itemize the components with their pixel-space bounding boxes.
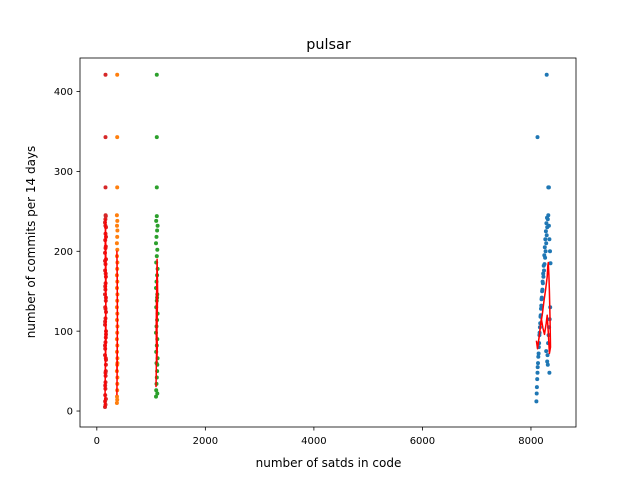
data-point [544,241,549,246]
data-point [539,297,544,302]
data-point [534,399,539,404]
y-tick-label: 300 [54,167,73,178]
data-point [115,234,120,239]
data-point [545,215,549,220]
data-point [536,361,540,366]
data-point [545,359,550,364]
data-point [114,213,119,218]
y-tick-label: 100 [54,327,73,338]
plot-frame [79,57,577,428]
data-point [542,253,547,258]
x-tick-label: 4000 [301,436,326,447]
x-tick-label: 0 [94,436,100,447]
data-point [542,268,546,273]
data-point [154,388,159,393]
data-point [548,249,552,254]
x-tick-label: 6000 [410,436,435,447]
data-point [115,228,120,233]
chart-title: pulsar [306,37,351,53]
data-point [535,135,540,140]
data-point [154,394,158,399]
data-point [534,391,539,396]
data-point [540,289,545,294]
plot-marks [103,72,553,409]
data-point [544,221,549,226]
data-point [115,394,119,399]
data-point [543,229,548,234]
data-point [535,377,540,382]
data-point [103,72,108,77]
data-point [115,247,120,252]
data-point [542,245,547,250]
trend-line-5 [116,250,119,396]
data-point [539,303,544,308]
axes-group: 0 2000 4000 6000 8000 0 100 200 300 400 [54,57,577,447]
data-point [541,263,546,268]
data-point [540,279,545,284]
y-tick-label: 200 [54,247,73,258]
data-point [115,223,119,228]
data-point [154,135,159,140]
data-point [543,249,548,254]
data-point [154,241,158,246]
data-point [543,237,548,242]
data-point [546,185,551,190]
data-point [154,234,159,239]
data-point [154,72,159,77]
data-point [115,135,120,140]
data-point [103,135,108,140]
y-tick-label: 400 [54,87,73,98]
data-point [545,353,550,358]
data-point [536,354,541,359]
data-point [534,385,539,390]
data-point [155,223,160,228]
data-point [544,72,549,77]
y-tick-label: 0 [67,407,73,418]
x-tick-label: 8000 [518,436,543,447]
x-tick-label: 2000 [193,436,218,447]
data-point [544,349,549,354]
y-axis-label: number of commits per 14 days [24,146,38,339]
data-point [155,391,160,396]
trend-line-4 [104,218,107,408]
data-point [544,233,549,238]
data-point [547,237,552,242]
data-point [115,397,120,402]
data-point [154,185,159,190]
x-axis-label: number of satds in code [256,456,402,470]
data-point [539,306,543,311]
data-point [103,185,108,190]
data-point [155,228,160,233]
data-point [103,214,108,219]
data-point [154,214,159,219]
data-point [547,370,552,375]
data-point [115,185,120,190]
data-point [541,271,546,276]
data-point [154,218,159,223]
data-point [115,218,120,223]
data-point [548,261,553,266]
data-point [545,362,550,367]
data-point [154,254,159,259]
data-point [114,401,119,405]
data-point [536,351,541,356]
data-point [535,365,540,370]
trend-line-7 [535,261,552,355]
data-point [535,370,540,375]
data-point [114,241,119,246]
data-point [546,223,551,228]
data-point [541,274,546,279]
data-point [115,72,120,77]
data-point [155,247,160,252]
trend-line-6 [155,258,159,388]
